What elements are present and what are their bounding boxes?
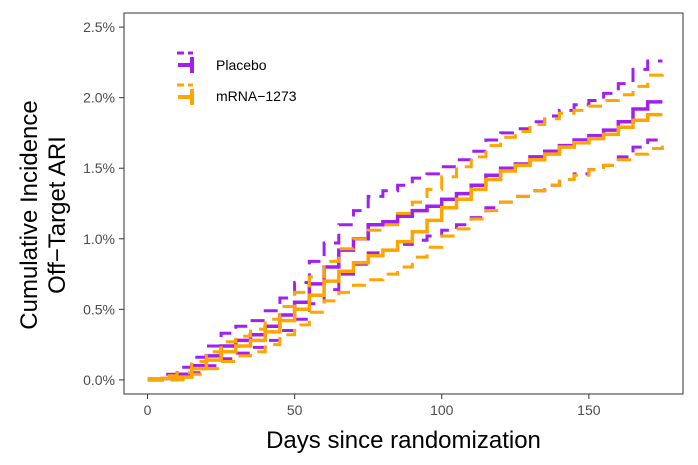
series-mrna-1273-estimate	[147, 112, 663, 382]
y-tick-label: 0.0%	[83, 372, 115, 388]
x-axis-title: Days since randomization	[266, 427, 541, 454]
plot-area	[147, 59, 664, 382]
legend-key-mrna	[177, 83, 194, 105]
x-tick-label: 100	[430, 402, 454, 418]
series-placebo-ci-upper	[147, 59, 663, 380]
legend: Placebo mRNA−1273	[177, 51, 297, 105]
y-tick-label: 1.5%	[83, 160, 115, 176]
panel-border	[123, 12, 684, 395]
x-tick-label: 150	[577, 402, 601, 418]
y-tick-label: 1.0%	[83, 231, 115, 247]
x-tick-label: 50	[287, 402, 303, 418]
series-mrna-1273-ci-upper	[147, 72, 664, 380]
series-mrna-1273-ci-lower	[147, 145, 664, 382]
legend-label-placebo: Placebo	[216, 57, 267, 73]
y-tick-label: 0.5%	[83, 301, 115, 317]
y-axis-title-line-1: Cumulative Incidence	[16, 100, 43, 329]
legend-label-mrna-1273: mRNA−1273	[216, 88, 297, 104]
y-tick-label: 2.5%	[83, 19, 115, 35]
axes: 0 50 100 150 0.0% 0.5% 1.0% 1.5% 2.0% 2.5%	[83, 19, 601, 418]
y-axis-title-line-2: Off−Target ARI	[44, 136, 71, 294]
legend-key-placebo	[177, 51, 194, 73]
x-tick-label: 0	[144, 402, 152, 418]
y-tick-label: 2.0%	[83, 90, 115, 106]
